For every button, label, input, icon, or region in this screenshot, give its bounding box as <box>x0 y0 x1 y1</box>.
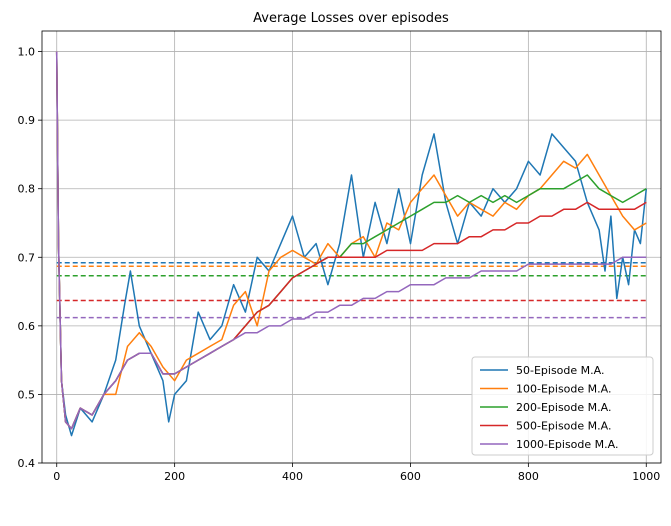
series-lines <box>55 51 648 437</box>
x-tick-label: 600 <box>400 470 421 483</box>
legend: 50-Episode M.A. 100-Episode M.A. 200-Episo… <box>471 356 654 456</box>
grid <box>42 31 661 464</box>
axis-ticks: 0 200 400 600 800 1000 0.4 0.5 0.6 0.7 0.8 0.9 1.0 <box>18 46 661 483</box>
x-tick-label: 400 <box>282 470 303 483</box>
y-tick-label: 0.5 <box>18 388 36 401</box>
x-tick-label: 200 <box>164 470 185 483</box>
series-line <box>55 51 647 430</box>
legend-label: 1000-Episode M.A. <box>516 438 618 451</box>
y-tick-label: 0.7 <box>18 251 36 264</box>
plot-frame <box>41 30 662 464</box>
y-tick-label: 0.6 <box>18 320 36 333</box>
legend-label: 100-Episode M.A. <box>516 383 611 396</box>
legend-box <box>471 356 654 456</box>
y-tick-label: 1.0 <box>18 46 36 59</box>
x-tick-label: 0 <box>53 470 60 483</box>
y-tick-label: 0.4 <box>18 457 36 470</box>
x-tick-label: 1000 <box>632 470 660 483</box>
x-tick-label: 800 <box>518 470 539 483</box>
legend-label: 500-Episode M.A. <box>516 420 611 433</box>
series-line <box>55 51 648 437</box>
legend-label: 50-Episode M.A. <box>516 364 604 377</box>
chart-title: Average Losses over episodes <box>253 11 449 26</box>
y-tick-label: 0.9 <box>18 114 36 127</box>
mean-lines <box>56 262 647 319</box>
series-line <box>55 51 647 430</box>
legend-label: 200-Episode M.A. <box>516 401 611 414</box>
y-tick-label: 0.8 <box>18 183 36 196</box>
